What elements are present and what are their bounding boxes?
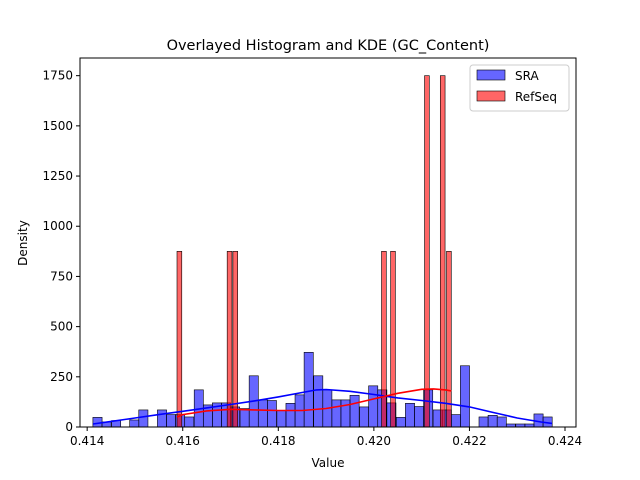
sra-bar bbox=[487, 415, 498, 428]
sra-bar bbox=[478, 416, 489, 428]
legend-label-refseq: RefSeq bbox=[515, 90, 557, 104]
refseq-bar bbox=[446, 251, 452, 428]
y-tick-label: 500 bbox=[50, 320, 73, 334]
sra-bar bbox=[166, 414, 176, 428]
sra-bar bbox=[303, 352, 314, 428]
sra-bar bbox=[138, 409, 149, 428]
refseq-bar bbox=[424, 75, 430, 428]
refseq-bar bbox=[439, 75, 446, 428]
sra-bar bbox=[267, 400, 277, 428]
y-axis-label: Density bbox=[16, 220, 30, 266]
sra-bar bbox=[359, 406, 370, 428]
legend-swatch-sra bbox=[476, 69, 506, 81]
sra-bar bbox=[331, 399, 342, 428]
sra-kde-line bbox=[92, 388, 553, 425]
sra-bar bbox=[313, 375, 324, 428]
y-axis: 0 250 500 750 1000 1250 1500 1750 bbox=[42, 69, 80, 434]
sra-bar bbox=[129, 419, 140, 428]
kde-lines bbox=[92, 388, 553, 425]
refseq-bars bbox=[176, 75, 452, 428]
sra-bar bbox=[239, 408, 250, 428]
legend: SRA RefSeq bbox=[469, 64, 570, 112]
chart-title: Overlayed Histogram and KDE (GC_Content) bbox=[167, 38, 490, 54]
x-tick-label: 0.418 bbox=[261, 434, 295, 448]
y-tick-label: 250 bbox=[50, 370, 73, 384]
refseq-bar bbox=[226, 251, 233, 428]
x-tick-label: 0.420 bbox=[357, 434, 391, 448]
x-tick-label: 0.414 bbox=[70, 434, 104, 448]
y-tick-label: 750 bbox=[50, 269, 73, 283]
x-tick-label: 0.424 bbox=[548, 434, 582, 448]
refseq-bar bbox=[232, 251, 238, 428]
y-tick-label: 1750 bbox=[42, 69, 73, 83]
refseq-bar bbox=[390, 251, 396, 428]
refseq-bar bbox=[176, 251, 183, 428]
sra-bar bbox=[257, 399, 268, 428]
sra-bar bbox=[157, 409, 167, 428]
refseq-kde-line bbox=[176, 388, 452, 418]
legend-label-sra: SRA bbox=[515, 69, 539, 83]
y-tick-label: 1500 bbox=[42, 119, 73, 133]
y-tick-label: 1000 bbox=[42, 219, 73, 233]
y-tick-label: 0 bbox=[65, 420, 73, 434]
sra-bar bbox=[285, 403, 296, 428]
x-axis: 0.414 0.416 0.418 0.420 0.422 0.424 bbox=[70, 427, 582, 448]
sra-bar bbox=[496, 416, 507, 428]
sra-bar bbox=[405, 403, 415, 428]
x-axis-label: Value bbox=[312, 456, 345, 470]
legend-swatch-refseq bbox=[476, 90, 506, 102]
sra-bar bbox=[414, 406, 424, 428]
refseq-bar bbox=[381, 251, 387, 428]
plot-frame bbox=[79, 57, 577, 428]
sra-bar bbox=[396, 417, 406, 428]
sra-bar bbox=[349, 394, 360, 428]
sra-bar bbox=[184, 416, 195, 428]
sra-bar bbox=[276, 410, 287, 428]
y-tick-label: 1250 bbox=[42, 169, 73, 183]
sra-bar bbox=[368, 385, 379, 428]
x-tick-label: 0.416 bbox=[166, 434, 200, 448]
sra-bar bbox=[450, 414, 461, 428]
sra-bar bbox=[460, 365, 470, 428]
x-tick-label: 0.422 bbox=[452, 434, 486, 448]
